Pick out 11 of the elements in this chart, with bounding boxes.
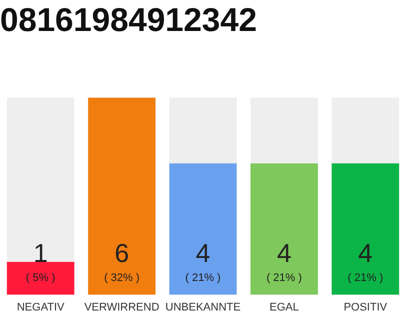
x-tick-label: POSITIV [344,301,388,314]
chart-title: 08161984912342 [0,0,257,38]
x-tick-label: UNBEKANNTE [165,301,241,314]
x-tick-label: NEGATIV [16,301,65,314]
data-label: 4 ( 21% ) [185,238,221,284]
data-label: 6 ( 32% ) [104,238,140,284]
data-label: 4 ( 21% ) [266,238,302,284]
x-tick-label: VERWIRREND [84,301,160,314]
x-tick-label: EGAL [270,301,299,314]
data-label: 4 ( 21% ) [348,238,384,284]
data-label: 1 ( 5% ) [26,238,56,284]
